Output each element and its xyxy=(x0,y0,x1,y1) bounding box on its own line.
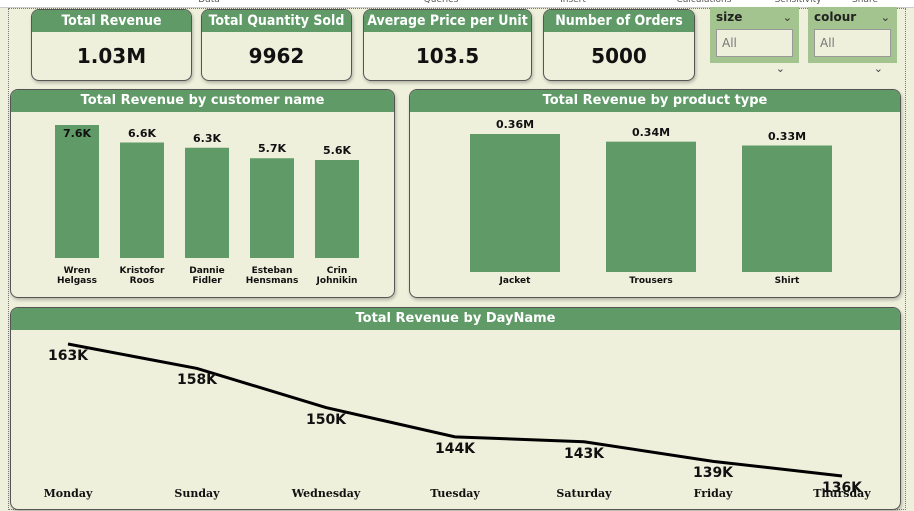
chart-panel: Total Revenue by customer name xyxy=(10,89,395,298)
x-tick-label: Thursday xyxy=(813,487,871,500)
chevron: ⌄ xyxy=(873,62,883,75)
slicer-dropdown[interactable]: All ⌄ xyxy=(814,29,891,75)
chart-panel: Total Revenue by product type xyxy=(409,89,901,298)
bar xyxy=(470,134,560,272)
data-label: 143K xyxy=(563,445,605,462)
data-label: 144K xyxy=(434,440,476,457)
x-tick-label: Wednesday xyxy=(291,487,361,500)
data-label: 136K xyxy=(821,480,863,496)
kpi-value: 5000 xyxy=(591,44,647,68)
data-label: 150K xyxy=(305,411,347,428)
kpi-card: Number of Orders 5000 xyxy=(543,9,695,81)
x-tick-label: Friday xyxy=(693,487,733,500)
data-label: 7.6K xyxy=(62,127,92,140)
kpi-value: 9962 xyxy=(248,44,305,68)
data-label: 158K xyxy=(176,372,218,389)
data-label: 163K xyxy=(47,348,89,364)
ribbon-tab[interactable]: Share xyxy=(852,0,878,5)
x-tick-label: Sunday xyxy=(174,487,220,500)
data-label: 0.33M xyxy=(767,129,807,143)
line xyxy=(67,342,843,478)
ribbon-tab[interactable]: Data xyxy=(198,0,220,5)
bar xyxy=(250,158,294,258)
data-label: 5.7K xyxy=(257,142,287,156)
x-tick-label: Esteban Hensmans xyxy=(245,266,299,286)
x-tick-label: Shirt xyxy=(774,276,800,286)
slicer-dropdown[interactable]: All ⌄ xyxy=(716,29,793,75)
x-tick-label: Jacket xyxy=(499,276,531,286)
chart-title: Total Revenue by product type xyxy=(410,90,900,112)
data-label: 6.3K xyxy=(192,131,222,145)
chart-panel: Total Revenue by DayName xyxy=(10,307,901,510)
data-label: 139K xyxy=(692,465,734,482)
x-tick-label: Crin Johnikin xyxy=(316,266,358,286)
bar xyxy=(185,147,229,258)
x-tick-label: Dannie Fidler xyxy=(189,266,225,286)
bar xyxy=(55,125,99,258)
kpi-value: 103.5 xyxy=(415,44,480,68)
ribbon-tab[interactable]: Sensitivity xyxy=(774,0,822,5)
chevron: ⌄ xyxy=(880,11,890,24)
x-tick-label: Kristofor Roos xyxy=(119,266,165,286)
data-label: 6.6K xyxy=(127,127,157,140)
data-label: 0.36M xyxy=(495,118,535,131)
slicer-label: colour ⌄ xyxy=(814,10,890,24)
chart-title: Total Revenue by customer name xyxy=(11,90,394,112)
chevron: ⌄ xyxy=(775,62,785,75)
kpi-title: Total Quantity Sold xyxy=(202,10,351,32)
ribbon: Data Queries Insert Calculations Sensitivity… xyxy=(0,0,914,8)
x-tick-label: Wren Helgass xyxy=(57,266,97,286)
data-label: 0.34M xyxy=(631,125,671,139)
kpi-value: 1.03M xyxy=(76,44,147,68)
bar xyxy=(120,142,164,258)
x-tick-label: Trousers xyxy=(629,276,673,286)
kpi-title: Total Revenue xyxy=(32,10,191,32)
chevron: ⌄ xyxy=(782,11,792,24)
bar xyxy=(606,141,696,272)
ribbon-tab[interactable]: Queries xyxy=(423,0,459,5)
slicer-label: size ⌄ xyxy=(716,10,792,24)
kpi-title: Average Price per Unit xyxy=(364,10,531,32)
chart-title: Total Revenue by DayName xyxy=(11,308,900,330)
ribbon-tab[interactable]: Insert xyxy=(560,0,586,5)
x-tick-label: Monday xyxy=(43,487,93,500)
kpi-card: Total Revenue 1.03M xyxy=(31,9,192,81)
data-label: 5.6K xyxy=(322,144,352,157)
ribbon-tab[interactable]: Calculations xyxy=(676,0,732,5)
bar xyxy=(742,145,832,272)
slicer: colour ⌄ All ⌄ xyxy=(808,7,897,75)
x-tick-label: Saturday xyxy=(556,487,612,500)
kpi-title: Number of Orders xyxy=(544,10,694,32)
x-tick-label: Tuesday xyxy=(430,487,480,500)
kpi-card: Total Quantity Sold 9962 xyxy=(201,9,352,81)
slicer: size ⌄ All ⌄ xyxy=(710,7,799,75)
bar xyxy=(315,160,359,258)
kpi-card: Average Price per Unit 103.5 xyxy=(363,9,532,81)
